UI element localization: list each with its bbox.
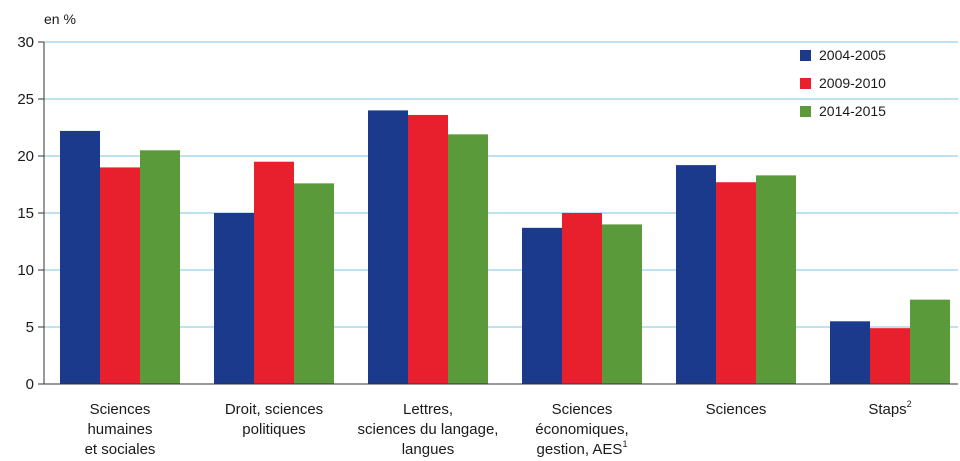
category-label-line: Lettres, xyxy=(403,401,453,418)
category-label-line: économiques, xyxy=(535,421,628,438)
bar-2009-2010-cat-2 xyxy=(254,161,294,384)
y-tick-label: 20 xyxy=(17,148,34,165)
category-label: Sciences humaines et sociales xyxy=(85,401,156,458)
y-tick-label: 15 xyxy=(17,205,34,222)
bar-2014-2015-cat-2 xyxy=(294,183,334,384)
legend: 2004-2005 2009-2010 2014-2015 xyxy=(792,47,922,123)
legend-label: 2004-2005 xyxy=(819,47,886,63)
legend-swatch xyxy=(800,50,811,61)
bar-2004-2005-cat-6 xyxy=(830,321,870,384)
bar-2009-2010-cat-1 xyxy=(100,167,140,384)
y-tick-label: 10 xyxy=(17,262,34,279)
category-label: Sciences économiques, gestion, AES1 xyxy=(535,401,628,458)
legend-swatch xyxy=(800,106,811,117)
category-label-line: Sciences xyxy=(552,401,613,418)
y-tick-label: 25 xyxy=(17,91,34,108)
category-label-line: gestion, AES xyxy=(537,441,623,458)
category-label-line: Sciences xyxy=(706,401,767,418)
bar-2014-2015-cat-5 xyxy=(756,175,796,384)
legend-item-background xyxy=(792,103,922,123)
bar-2009-2010-cat-3 xyxy=(408,114,448,385)
legend-item-background xyxy=(792,47,922,67)
y-axis-unit-label: en % xyxy=(44,11,76,27)
category-label: Droit, sciences politiques xyxy=(225,401,323,438)
bar-2014-2015-cat-4 xyxy=(602,224,642,384)
bar-2004-2005-cat-2 xyxy=(214,213,254,384)
bar-2014-2015-cat-1 xyxy=(140,150,180,384)
bar-2009-2010-cat-4 xyxy=(562,213,602,384)
bars xyxy=(60,110,950,385)
category-label-line: et sociales xyxy=(85,441,156,458)
category-label-line: humaines xyxy=(87,421,152,438)
y-tick-label: 5 xyxy=(26,319,34,336)
bar-2004-2005-cat-4 xyxy=(522,227,562,384)
category-label-line: Staps xyxy=(868,401,906,418)
category-label-line: politiques xyxy=(242,421,305,438)
bar-2004-2005-cat-3 xyxy=(368,110,408,385)
bar-2009-2010-cat-6 xyxy=(870,328,910,384)
legend-label: 2014-2015 xyxy=(819,103,886,119)
bar-2014-2015-cat-6 xyxy=(910,299,950,384)
category-label: Sciences xyxy=(706,401,767,418)
category-label: Staps2 xyxy=(868,399,911,418)
category-label-line: sciences du langage, xyxy=(358,421,499,438)
category-label-line: Sciences xyxy=(90,401,151,418)
bar-2004-2005-cat-1 xyxy=(60,130,100,384)
category-label-line: langues xyxy=(402,441,455,458)
axes: 0 5 10 15 20 25 30 xyxy=(17,34,958,393)
bar-2014-2015-cat-3 xyxy=(448,134,488,384)
legend-label: 2009-2010 xyxy=(819,75,886,91)
category-footnote-marker: 2 xyxy=(907,399,912,409)
legend-item-background xyxy=(792,75,922,95)
bar-2004-2005-cat-5 xyxy=(676,165,716,384)
category-labels: Sciences humaines et sociales Droit, scienc… xyxy=(85,399,912,458)
bar-2009-2010-cat-5 xyxy=(716,182,756,384)
y-tick-label: 30 xyxy=(17,34,34,51)
category-label-line: Droit, sciences xyxy=(225,401,323,418)
category-footnote-marker: 1 xyxy=(622,439,627,449)
y-tick-label: 0 xyxy=(26,376,34,393)
grid-lines xyxy=(44,41,958,328)
category-label: Lettres, sciences du langage, langues xyxy=(358,401,499,458)
legend-swatch xyxy=(800,78,811,89)
